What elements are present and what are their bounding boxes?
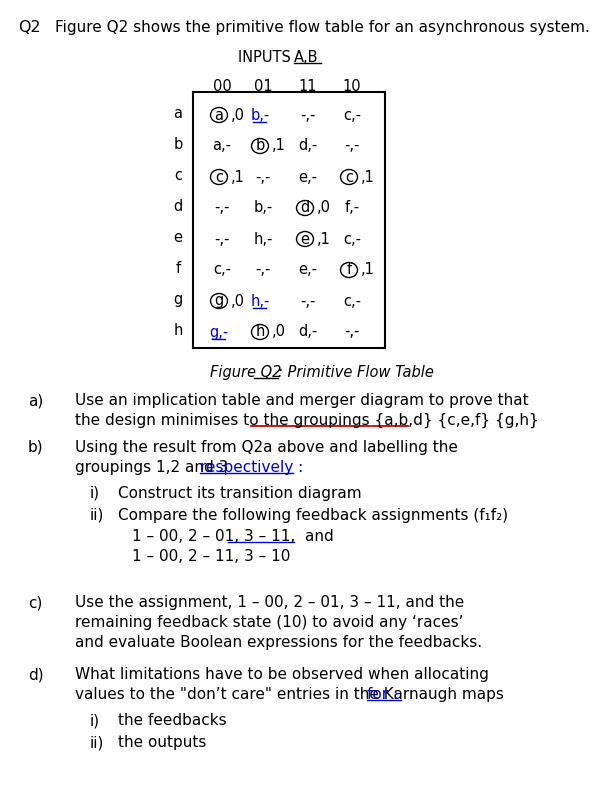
Text: ii): ii)	[90, 508, 104, 523]
Text: 1 – 00, 2 – 11, 3 – 10: 1 – 00, 2 – 11, 3 – 10	[132, 549, 290, 564]
Text: values to the "don’t care" entries in the Karnaugh maps: values to the "don’t care" entries in th…	[75, 687, 509, 702]
Text: ,1: ,1	[272, 139, 286, 153]
Text: -,-: -,-	[300, 294, 316, 309]
Text: b,-: b,-	[253, 200, 273, 216]
Text: 01: 01	[253, 79, 273, 94]
Text: f: f	[346, 262, 352, 277]
Text: 00: 00	[212, 79, 231, 94]
Text: a): a)	[28, 393, 43, 408]
Text: e: e	[300, 232, 309, 246]
Text: groupings 1,2 and 3: groupings 1,2 and 3	[75, 460, 233, 475]
Text: a: a	[174, 106, 183, 121]
Text: INPUTS: INPUTS	[238, 50, 296, 65]
Text: Figure Q2 shows the primitive flow table for an asynchronous system.: Figure Q2 shows the primitive flow table…	[55, 20, 590, 35]
Text: c: c	[215, 169, 223, 184]
Text: What limitations have to be observed when allocating: What limitations have to be observed whe…	[75, 667, 489, 682]
Text: h,-: h,-	[250, 294, 270, 309]
Text: Figure Q2: Figure Q2	[210, 365, 281, 380]
Text: -,-: -,-	[214, 232, 230, 246]
Text: ,1: ,1	[361, 169, 375, 184]
Text: e,-: e,-	[299, 262, 318, 277]
Text: 11: 11	[299, 79, 317, 94]
Text: ,1: ,1	[231, 169, 245, 184]
Text: ,0: ,0	[272, 325, 286, 339]
Text: a: a	[215, 107, 224, 123]
Text: d,-: d,-	[298, 325, 318, 339]
Text: d: d	[300, 200, 309, 216]
Text: the feedbacks: the feedbacks	[118, 713, 227, 728]
Text: c: c	[174, 168, 182, 183]
Text: ,0: ,0	[231, 294, 245, 309]
Text: ii): ii)	[90, 735, 104, 750]
Text: and evaluate Boolean expressions for the feedbacks.: and evaluate Boolean expressions for the…	[75, 635, 482, 650]
Text: h: h	[255, 325, 265, 339]
Text: Q2: Q2	[18, 20, 40, 35]
Text: b): b)	[28, 440, 43, 455]
Text: -,-: -,-	[255, 169, 271, 184]
Text: Compare the following feedback assignments (f₁f₂): Compare the following feedback assignmen…	[118, 508, 508, 523]
Text: g: g	[173, 292, 183, 307]
Text: ,1: ,1	[317, 232, 331, 246]
Text: ,0: ,0	[231, 107, 245, 123]
Text: for :: for :	[367, 687, 398, 702]
Text: i): i)	[90, 713, 100, 728]
Text: c,-: c,-	[343, 107, 361, 123]
Text: d: d	[173, 199, 183, 214]
Text: d,-: d,-	[298, 139, 318, 153]
Text: e,-: e,-	[299, 169, 318, 184]
Text: c: c	[345, 169, 353, 184]
Text: -,-: -,-	[214, 200, 230, 216]
Text: c): c)	[28, 595, 42, 610]
Text: remaining feedback state (10) to avoid any ‘races’: remaining feedback state (10) to avoid a…	[75, 615, 464, 630]
Text: f: f	[176, 261, 180, 276]
Text: i): i)	[90, 486, 100, 501]
Text: b: b	[173, 137, 183, 152]
Text: c,-: c,-	[343, 294, 361, 309]
Text: -,-: -,-	[345, 139, 360, 153]
Text: g: g	[214, 294, 224, 309]
Text: -,-: -,-	[300, 107, 316, 123]
Text: -,-: -,-	[255, 262, 271, 277]
Text: 1 – 00, 2 – 01, 3 – 11,  and: 1 – 00, 2 – 01, 3 – 11, and	[132, 529, 334, 544]
Text: h: h	[173, 323, 183, 338]
Text: : Primitive Flow Table: : Primitive Flow Table	[278, 365, 434, 380]
Text: c,-: c,-	[343, 232, 361, 246]
Text: b: b	[255, 139, 265, 153]
Text: ,1: ,1	[361, 262, 375, 277]
Text: Use the assignment, 1 – 00, 2 – 01, 3 – 11, and the: Use the assignment, 1 – 00, 2 – 01, 3 – …	[75, 595, 464, 610]
Text: Using the result from Q2a above and labelling the: Using the result from Q2a above and labe…	[75, 440, 458, 455]
Text: b,-: b,-	[250, 107, 270, 123]
Text: a,-: a,-	[212, 139, 231, 153]
Text: d): d)	[28, 667, 43, 682]
Text: the outputs: the outputs	[118, 735, 206, 750]
Text: ,0: ,0	[317, 200, 331, 216]
Text: h,-: h,-	[253, 232, 273, 246]
Text: Use an implication table and merger diagram to prove that: Use an implication table and merger diag…	[75, 393, 528, 408]
Text: respectively :: respectively :	[200, 460, 303, 475]
Text: c,-: c,-	[213, 262, 231, 277]
Text: 10: 10	[343, 79, 361, 94]
Text: Construct its transition diagram: Construct its transition diagram	[118, 486, 362, 501]
Text: the design minimises to the groupings {a,b,d} {c,e,f} {g,h}: the design minimises to the groupings {a…	[75, 413, 538, 428]
Text: f,-: f,-	[345, 200, 359, 216]
Text: -,-: -,-	[345, 325, 360, 339]
Text: g,-: g,-	[209, 325, 228, 339]
Text: e: e	[174, 230, 183, 245]
Text: A,B: A,B	[294, 50, 318, 65]
